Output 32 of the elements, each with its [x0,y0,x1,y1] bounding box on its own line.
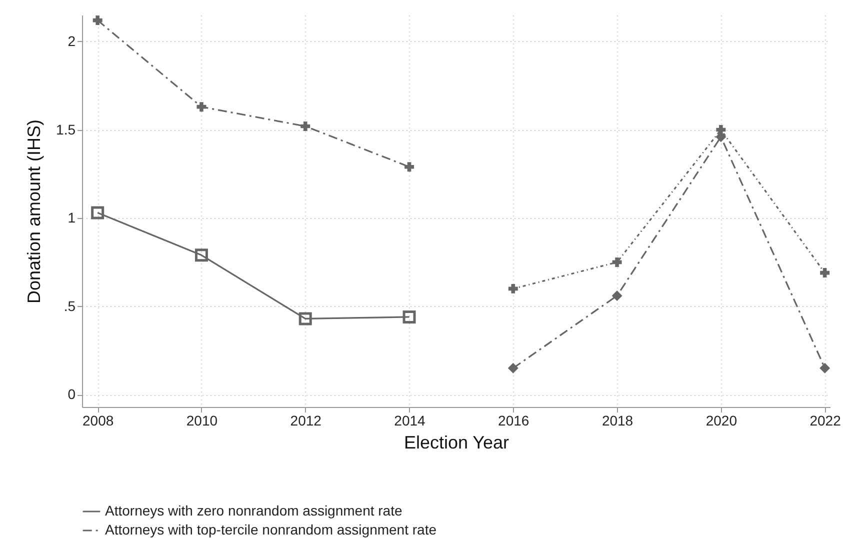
y-tick-label: .5 [64,298,76,314]
x-tick-label: 2022 [810,412,842,428]
y-axis-title: Donation amount (IHS) [24,119,44,304]
y-tick-label: 0 [68,386,76,402]
y-tick-label: 1 [68,210,76,226]
x-tick-label: 2020 [706,412,738,428]
point [612,290,622,301]
x-tick-label: 2014 [394,412,426,428]
point [92,16,102,26]
y-tick-label: 2 [68,32,76,49]
x-tick-label: 2016 [498,412,530,428]
point [612,257,622,267]
point [820,362,830,374]
point [404,162,414,172]
y-tick-label: 1.5 [56,121,76,138]
x-tick-label: 2012 [290,412,322,428]
point [298,312,312,326]
point [716,125,726,135]
point [820,268,830,278]
point [508,362,518,374]
point [196,102,206,112]
x-tick-label: 2008 [82,412,114,428]
x-tick-label: 2010 [186,412,218,428]
legend-label: Attorneys with zero nonrandom assignment rate [105,502,402,518]
point [508,284,518,294]
point [91,206,104,220]
x-tick-label: 2018 [602,412,634,428]
point [300,122,310,131]
legend-label: Attorneys with top-tercile nonrandom assignment rate [105,522,437,538]
point [402,310,416,324]
point [194,248,208,262]
x-axis-title: Election Year [404,432,510,452]
